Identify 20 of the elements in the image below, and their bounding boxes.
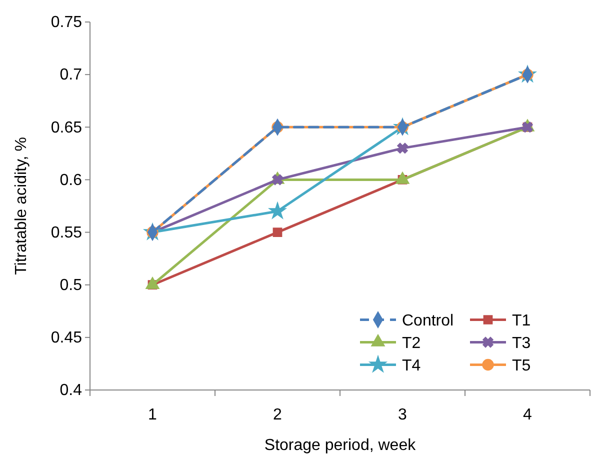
legend-label: T3: [512, 334, 531, 352]
x-tick-label: 3: [398, 406, 408, 424]
x-tick-label: 4: [523, 406, 532, 424]
legend-label: T2: [402, 334, 421, 352]
x-tick-label: 2: [273, 406, 282, 424]
y-tick-label: 0.45: [50, 330, 82, 347]
legend-label: T4: [402, 357, 421, 374]
y-tick-label: 0.55: [50, 224, 82, 242]
y-axis-title: Titratable acidity, %: [13, 137, 30, 275]
y-tick-label: 0.5: [60, 276, 82, 294]
y-tick-label: 0.75: [50, 14, 82, 32]
legend-label: Control: [402, 312, 454, 330]
y-tick-label: 0.65: [50, 119, 82, 136]
legend-label: T5: [512, 357, 531, 374]
y-tick-label: 0.7: [60, 66, 82, 84]
y-tick-label: 0.4: [60, 382, 82, 400]
y-tick-label: 0.6: [60, 172, 82, 189]
legend-label: T1: [512, 312, 531, 330]
x-tick-label: 1: [148, 406, 158, 424]
x-axis-title: Storage period, week: [264, 437, 417, 454]
